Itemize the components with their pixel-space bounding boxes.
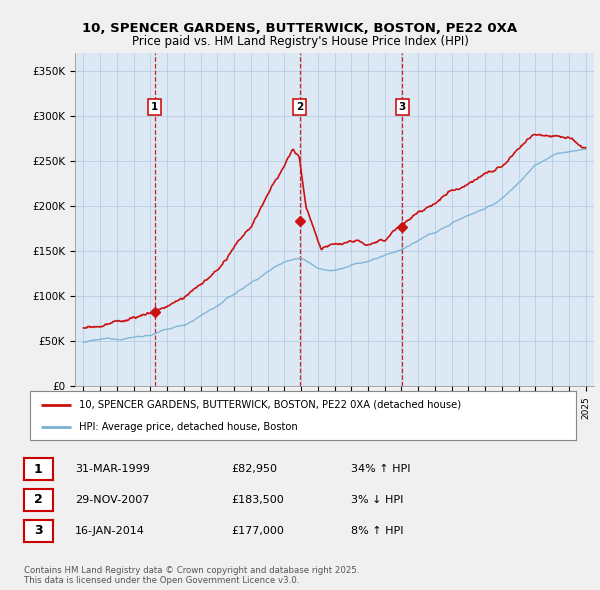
Text: 10, SPENCER GARDENS, BUTTERWICK, BOSTON, PE22 0XA: 10, SPENCER GARDENS, BUTTERWICK, BOSTON,… (82, 22, 518, 35)
Text: 1: 1 (34, 463, 43, 476)
Text: 34% ↑ HPI: 34% ↑ HPI (351, 464, 410, 474)
Text: 10, SPENCER GARDENS, BUTTERWICK, BOSTON, PE22 0XA (detached house): 10, SPENCER GARDENS, BUTTERWICK, BOSTON,… (79, 399, 461, 409)
Text: Contains HM Land Registry data © Crown copyright and database right 2025.
This d: Contains HM Land Registry data © Crown c… (24, 566, 359, 585)
Text: £82,950: £82,950 (231, 464, 277, 474)
Text: 1: 1 (151, 102, 158, 112)
Text: 8% ↑ HPI: 8% ↑ HPI (351, 526, 404, 536)
Text: HPI: Average price, detached house, Boston: HPI: Average price, detached house, Bost… (79, 422, 298, 432)
Text: Price paid vs. HM Land Registry's House Price Index (HPI): Price paid vs. HM Land Registry's House … (131, 35, 469, 48)
Text: £177,000: £177,000 (231, 526, 284, 536)
Text: 3: 3 (398, 102, 406, 112)
Text: 16-JAN-2014: 16-JAN-2014 (75, 526, 145, 536)
Text: 2: 2 (296, 102, 303, 112)
Text: £183,500: £183,500 (231, 495, 284, 504)
Text: 31-MAR-1999: 31-MAR-1999 (75, 464, 150, 474)
Text: 29-NOV-2007: 29-NOV-2007 (75, 495, 149, 504)
Text: 3% ↓ HPI: 3% ↓ HPI (351, 495, 403, 504)
Text: 2: 2 (34, 493, 43, 506)
Text: 3: 3 (34, 525, 43, 537)
